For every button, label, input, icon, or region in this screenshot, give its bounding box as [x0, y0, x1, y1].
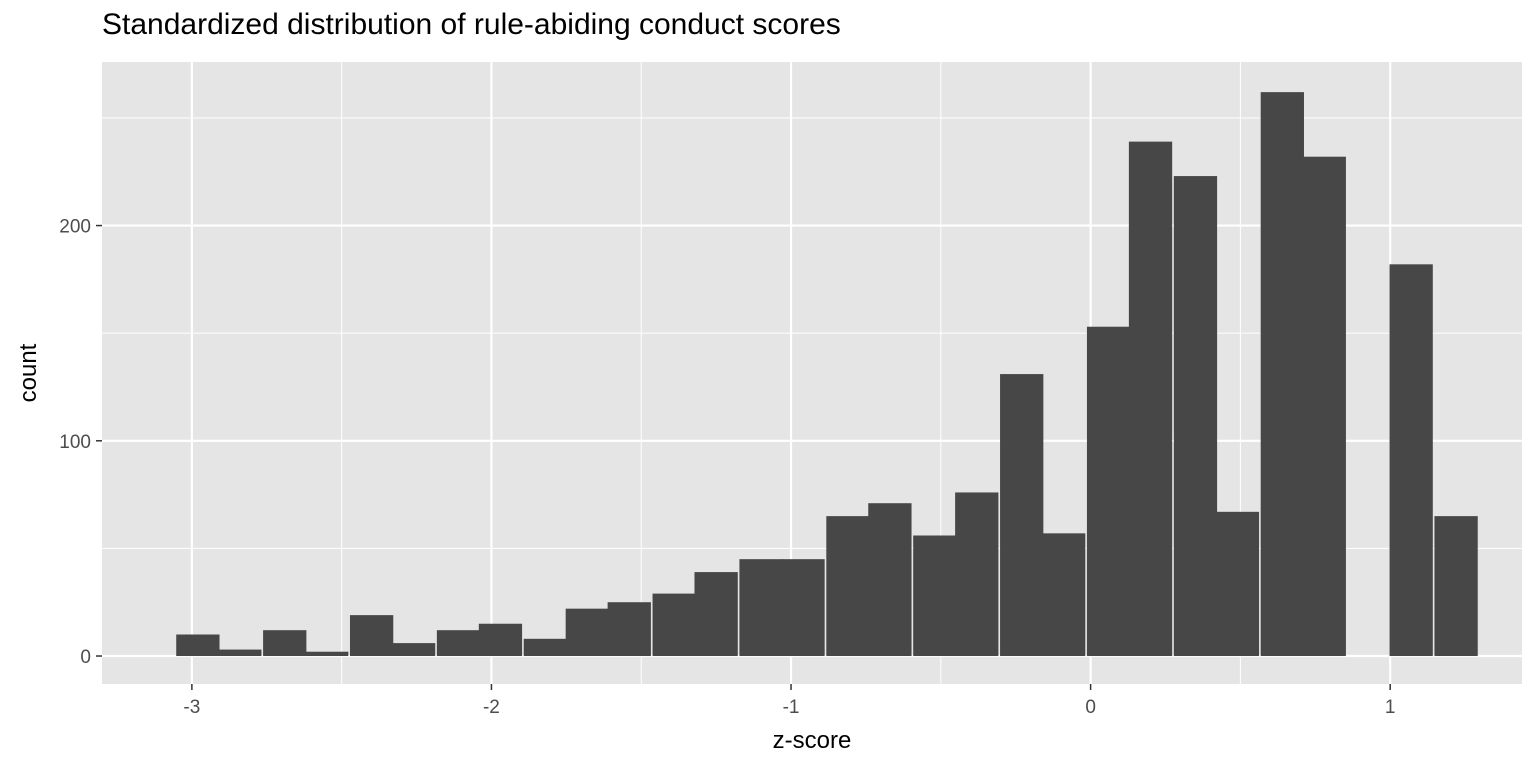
histogram-bar: [1042, 533, 1086, 657]
histogram-bar: [565, 608, 609, 657]
histogram-bar: [523, 638, 568, 657]
histogram-bar: [826, 516, 870, 657]
histogram-bar: [349, 615, 394, 657]
y-axis-title: count: [15, 343, 42, 402]
y-tick-label: 0: [80, 647, 91, 668]
axis-ticks: [96, 224, 1391, 690]
histogram-bar: [391, 643, 436, 657]
histogram-bar: [218, 649, 262, 657]
histogram-bar: [781, 559, 825, 657]
histogram-bar: [305, 651, 349, 657]
y-tick-label: 100: [59, 432, 91, 453]
x-tick-label: -3: [183, 697, 200, 718]
histogram-bar: [1086, 326, 1131, 657]
x-tick-label: -2: [483, 697, 500, 718]
histogram-bar: [607, 602, 651, 657]
x-tick-label: -1: [783, 697, 800, 718]
x-tick-label: 1: [1385, 697, 1396, 718]
histogram-bar: [1302, 156, 1346, 657]
histogram-bar: [868, 503, 912, 657]
histogram-bar: [1128, 141, 1173, 657]
histogram-bar: [1000, 374, 1044, 657]
histogram-bar: [176, 634, 220, 657]
x-axis-title: z-score: [773, 727, 852, 754]
histogram-bar: [739, 559, 783, 657]
histogram-bar: [1260, 92, 1304, 657]
histogram-bar: [1215, 511, 1260, 657]
histogram-bar: [1173, 176, 1218, 657]
histogram-bar: [1389, 264, 1433, 657]
histogram-bars: [176, 92, 1478, 657]
histogram-bar: [955, 492, 999, 657]
histogram-bar: [652, 593, 696, 657]
y-tick-label: 200: [59, 217, 91, 238]
histogram-bar: [1434, 516, 1478, 657]
histogram-bar: [263, 630, 307, 657]
histogram-bar: [436, 630, 481, 657]
x-tick-label: 0: [1085, 697, 1096, 718]
chart-title: Standardized distribution of rule-abidin…: [102, 8, 841, 41]
histogram-bar: [913, 535, 957, 657]
tick-labels: -3 -2 -1 0 1 0 100 200: [59, 217, 1395, 718]
histogram-bar: [694, 572, 738, 657]
histogram-bar: [478, 623, 523, 657]
